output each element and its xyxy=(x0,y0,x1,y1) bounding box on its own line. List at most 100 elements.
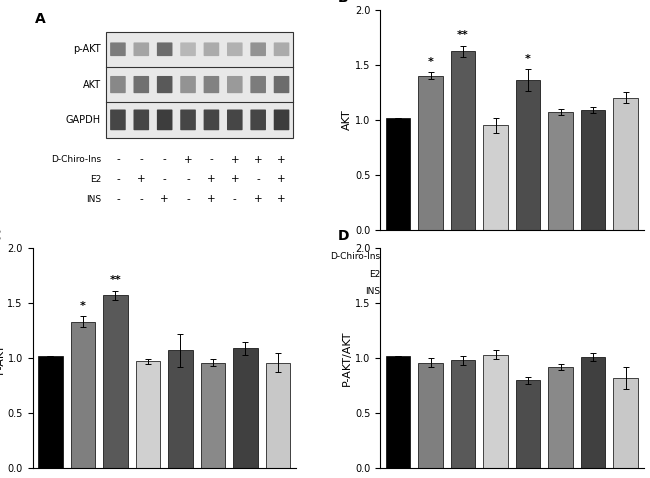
Text: +: + xyxy=(459,287,467,297)
Bar xyxy=(549,112,573,230)
FancyBboxPatch shape xyxy=(250,43,266,56)
Text: -: - xyxy=(162,154,166,164)
Text: INS: INS xyxy=(86,195,101,204)
Bar xyxy=(484,125,508,230)
FancyBboxPatch shape xyxy=(180,76,196,93)
Text: -: - xyxy=(116,154,120,164)
Bar xyxy=(516,380,540,468)
FancyBboxPatch shape xyxy=(203,109,219,130)
Y-axis label: P-AKT: P-AKT xyxy=(0,343,5,374)
Text: -: - xyxy=(461,269,465,279)
Text: -: - xyxy=(428,251,432,261)
FancyBboxPatch shape xyxy=(110,43,125,56)
Bar xyxy=(614,378,638,468)
FancyBboxPatch shape xyxy=(203,43,219,56)
Bar xyxy=(614,98,638,230)
Bar xyxy=(484,355,508,468)
Text: -: - xyxy=(592,269,595,279)
Text: +: + xyxy=(621,251,630,261)
Bar xyxy=(201,362,225,468)
Bar xyxy=(386,356,410,468)
Bar xyxy=(581,357,605,468)
Text: GAPDH: GAPDH xyxy=(66,115,101,125)
Text: +: + xyxy=(491,251,500,261)
Text: -: - xyxy=(116,174,120,185)
Text: D-Chiro-Ins: D-Chiro-Ins xyxy=(330,252,380,261)
FancyBboxPatch shape xyxy=(133,109,149,130)
Text: p-AKT: p-AKT xyxy=(73,44,101,54)
Text: B: B xyxy=(338,0,348,5)
Bar xyxy=(419,362,443,468)
Text: A: A xyxy=(35,12,46,26)
Text: +: + xyxy=(621,269,630,279)
Text: +: + xyxy=(278,174,286,185)
Text: D-Chiro-Ins: D-Chiro-Ins xyxy=(51,155,101,164)
Text: -: - xyxy=(209,154,213,164)
Text: *: * xyxy=(80,301,86,311)
Text: AKT: AKT xyxy=(83,79,101,89)
Text: +: + xyxy=(231,154,239,164)
Text: +: + xyxy=(589,251,597,261)
FancyBboxPatch shape xyxy=(133,76,149,93)
Text: -: - xyxy=(162,174,166,185)
Text: +: + xyxy=(207,174,216,185)
Text: -: - xyxy=(494,287,497,297)
Bar xyxy=(136,361,160,468)
Text: +: + xyxy=(426,269,435,279)
Text: -: - xyxy=(233,194,237,204)
FancyBboxPatch shape xyxy=(274,76,289,93)
Text: +: + xyxy=(621,287,630,297)
FancyBboxPatch shape xyxy=(110,76,125,93)
FancyBboxPatch shape xyxy=(227,76,242,93)
Text: *: * xyxy=(428,57,434,67)
FancyBboxPatch shape xyxy=(133,43,149,56)
Text: +: + xyxy=(254,154,263,164)
Text: +: + xyxy=(278,154,286,164)
FancyBboxPatch shape xyxy=(250,109,266,130)
Text: +: + xyxy=(524,287,532,297)
Text: -: - xyxy=(396,251,400,261)
Text: +: + xyxy=(556,251,565,261)
Text: +: + xyxy=(184,154,192,164)
Text: +: + xyxy=(556,269,565,279)
Text: -: - xyxy=(140,194,143,204)
Text: -: - xyxy=(461,251,465,261)
Bar xyxy=(71,322,95,468)
Text: +: + xyxy=(278,194,286,204)
Bar xyxy=(233,348,257,468)
Text: +: + xyxy=(231,174,239,185)
Text: -: - xyxy=(186,174,190,185)
Text: -: - xyxy=(526,251,530,261)
Text: +: + xyxy=(589,287,597,297)
Text: -: - xyxy=(396,287,400,297)
Text: +: + xyxy=(254,194,263,204)
Text: -: - xyxy=(256,174,260,185)
FancyBboxPatch shape xyxy=(250,76,266,93)
Text: *: * xyxy=(525,54,531,64)
FancyBboxPatch shape xyxy=(180,109,196,130)
Text: -: - xyxy=(140,154,143,164)
Text: -: - xyxy=(116,194,120,204)
Text: E2: E2 xyxy=(90,175,101,184)
Bar xyxy=(419,76,443,230)
Bar xyxy=(451,52,475,230)
FancyBboxPatch shape xyxy=(227,43,242,56)
Text: -: - xyxy=(494,269,497,279)
FancyBboxPatch shape xyxy=(180,43,196,56)
Bar xyxy=(103,295,127,468)
Y-axis label: AKT: AKT xyxy=(343,109,352,130)
Text: +: + xyxy=(137,174,146,185)
Bar xyxy=(38,356,62,468)
Text: +: + xyxy=(207,194,216,204)
Bar xyxy=(168,350,192,468)
FancyBboxPatch shape xyxy=(227,109,242,130)
Text: D: D xyxy=(338,229,350,243)
Bar xyxy=(516,80,540,230)
Text: -: - xyxy=(186,194,190,204)
Bar xyxy=(266,362,290,468)
Text: -: - xyxy=(428,287,432,297)
FancyBboxPatch shape xyxy=(274,43,289,56)
FancyBboxPatch shape xyxy=(157,76,172,93)
Text: **: ** xyxy=(457,31,469,41)
FancyBboxPatch shape xyxy=(110,109,125,130)
